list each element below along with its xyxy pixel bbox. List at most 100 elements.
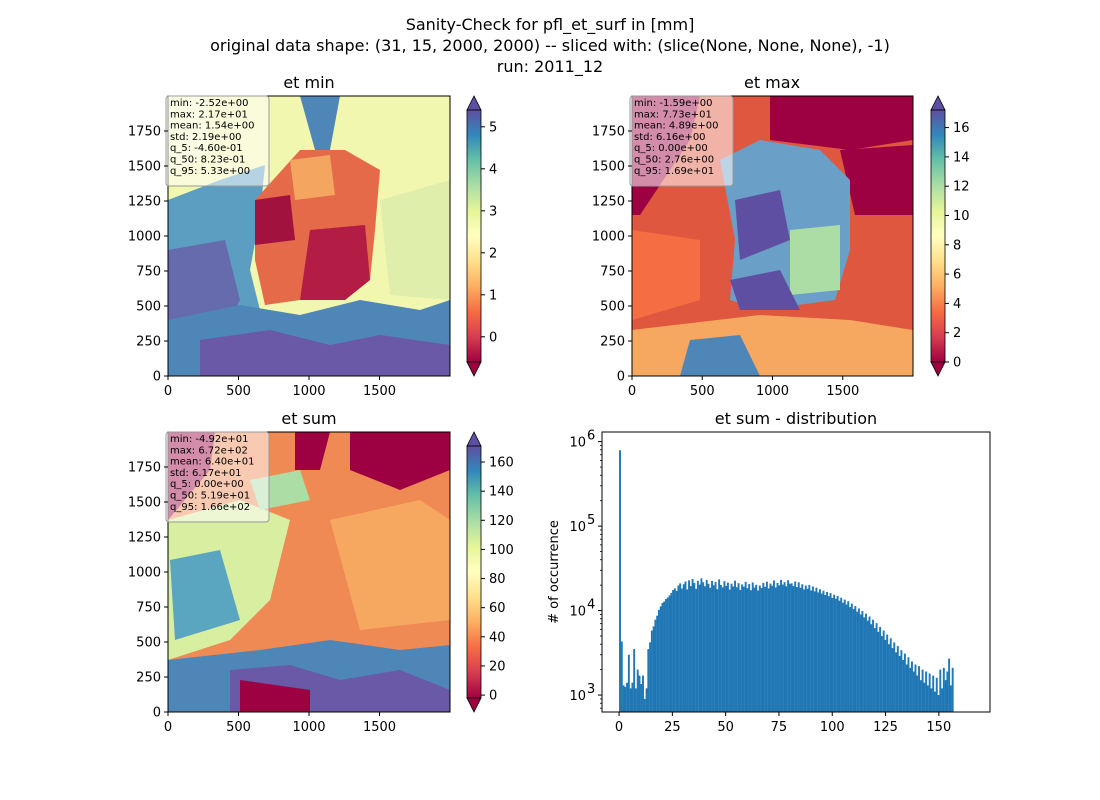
- et-sum-y-tick-label: 250: [136, 671, 161, 686]
- histogram-bar: [764, 586, 767, 712]
- histogram-bar: [680, 588, 683, 712]
- histogram-bar: [796, 587, 798, 712]
- histogram-bar: [751, 582, 754, 712]
- et-min-y-tick-label: 1750: [128, 125, 161, 140]
- histogram-bar: [859, 614, 862, 712]
- histogram-bar: [827, 596, 830, 712]
- et-min-y-tick-label: 1000: [128, 230, 161, 245]
- histogram-bar: [741, 584, 744, 712]
- histogram-bar: [925, 671, 928, 712]
- histogram-bar: [760, 588, 763, 712]
- panel-et-sum-distribution: et sum - distribution 0 25 50 75 100 125 150 10…: [547, 409, 991, 735]
- et-sum-colorbar-tick-label: 20: [489, 659, 506, 674]
- histogram-bar: [872, 619, 875, 712]
- et-max-x-tick-label: 1500: [826, 384, 859, 399]
- histogram-bar: [898, 655, 901, 712]
- histogram-bar: [909, 667, 912, 712]
- et-sum-north-a: [295, 432, 330, 470]
- histogram-bar: [726, 582, 729, 712]
- figure-title-line-2: original data shape: (31, 15, 2000, 2000…: [210, 36, 890, 55]
- histogram-bar: [834, 598, 837, 712]
- et-sum-stat-line: std: 6.17e+01: [170, 468, 242, 479]
- histogram-bar: [941, 688, 944, 712]
- et-min-y-tick-label: 1500: [128, 160, 161, 175]
- et-min-colorbar-tick-label: 5: [489, 120, 497, 135]
- et-min-germany-south: [300, 225, 370, 300]
- et-sum-axes: 0 500 1000 1500 0 250 500 750 1000 1250 1500 1750: [128, 461, 396, 736]
- et-sum-title: et sum: [281, 409, 336, 428]
- histogram-x-tick-label: 125: [873, 720, 898, 735]
- histogram-y-tick-exponent: 6: [587, 429, 595, 444]
- et-sum-stat-line: q_95: 1.66e+02: [170, 502, 250, 513]
- et-min-east: [380, 180, 450, 300]
- histogram-bar: [649, 642, 652, 712]
- et-max-colorbar-gradient: [930, 109, 946, 363]
- histogram-bar: [819, 589, 821, 712]
- histogram-bar: [788, 583, 791, 712]
- histogram-bar: [803, 589, 805, 712]
- histogram-bar: [746, 588, 749, 712]
- histogram-bar: [882, 630, 885, 712]
- et-min-colorbar-tick-label: 1: [489, 288, 497, 303]
- histogram-bar: [840, 597, 843, 712]
- et-sum-colorbar-tick-label: 80: [489, 572, 506, 587]
- histogram-bar: [854, 606, 857, 712]
- histogram-bar: [806, 588, 809, 712]
- et-sum-north-b: [350, 432, 450, 490]
- et-max-y-tick-label: 250: [600, 335, 625, 350]
- histogram-bar: [749, 590, 752, 712]
- histogram-bar: [790, 583, 793, 712]
- et-min-stat-line: mean: 1.54e+00: [170, 121, 254, 132]
- histogram-bar: [889, 638, 892, 712]
- histogram-bar: [923, 682, 926, 712]
- histogram-bar: [783, 582, 786, 712]
- histogram-bar: [696, 580, 699, 712]
- et-min-x-tick-label: 1500: [363, 384, 396, 399]
- histogram-bar: [880, 636, 883, 712]
- histogram-bar: [771, 585, 774, 712]
- histogram-bar: [852, 609, 855, 712]
- histogram-bar: [703, 586, 706, 712]
- et-min-colorbar-tick-label: 0: [489, 330, 497, 345]
- et-max-colorbar-extend-max: [930, 95, 946, 111]
- histogram-bar: [711, 580, 713, 712]
- histogram-bar: [677, 585, 680, 712]
- et-min-germany-north: [290, 155, 335, 200]
- et-max-colorbar-tick-label: 14: [953, 150, 970, 165]
- et-sum-colorbar-tick-label: 0: [489, 689, 497, 704]
- et-sum-colorbar-extend-max: [466, 431, 482, 447]
- histogram-y-tick-exponent: 3: [587, 682, 595, 697]
- et-sum-colorbar-tick-label: 60: [489, 601, 506, 616]
- histogram-bar: [799, 587, 802, 712]
- figure-title-line-1: Sanity-Check for pfl_et_surf in [mm]: [406, 15, 695, 35]
- histogram-bar: [792, 586, 795, 712]
- histogram-title: et sum - distribution: [715, 409, 877, 428]
- histogram-bar: [698, 584, 701, 712]
- et-min-stat-line: q_5: -4.60e-01: [170, 143, 243, 154]
- histogram-bar: [672, 590, 675, 712]
- et-sum-south: [240, 680, 310, 712]
- et-min-x-tick-label: 500: [226, 384, 251, 399]
- histogram-bar: [776, 583, 779, 712]
- histogram-y-tick-exponent: 4: [587, 598, 595, 613]
- histogram-bar: [780, 579, 782, 712]
- histogram-bar: [849, 607, 852, 712]
- et-max-title: et max: [744, 73, 800, 92]
- histogram-bar: [663, 601, 666, 712]
- et-max-y-tick-label: 1750: [592, 125, 625, 140]
- et-max-germany-east: [790, 225, 840, 295]
- et-min-stat-line: std: 2.19e+00: [170, 132, 242, 143]
- histogram-bar: [836, 595, 839, 712]
- et-min-title: et min: [283, 73, 334, 92]
- et-min-axes: 0 500 1000 1500 0 250 500 750 1000 1250 1500 1750: [128, 125, 396, 400]
- histogram-bar: [951, 667, 954, 712]
- et-max-north: [770, 96, 913, 150]
- histogram-bar: [645, 688, 648, 712]
- histogram-bar: [884, 639, 887, 712]
- et-max-colorbar-tick-label: 8: [953, 238, 961, 253]
- et-min-y-tick-label: 250: [136, 335, 161, 350]
- et-sum-colorbar-extend-min: [466, 697, 482, 713]
